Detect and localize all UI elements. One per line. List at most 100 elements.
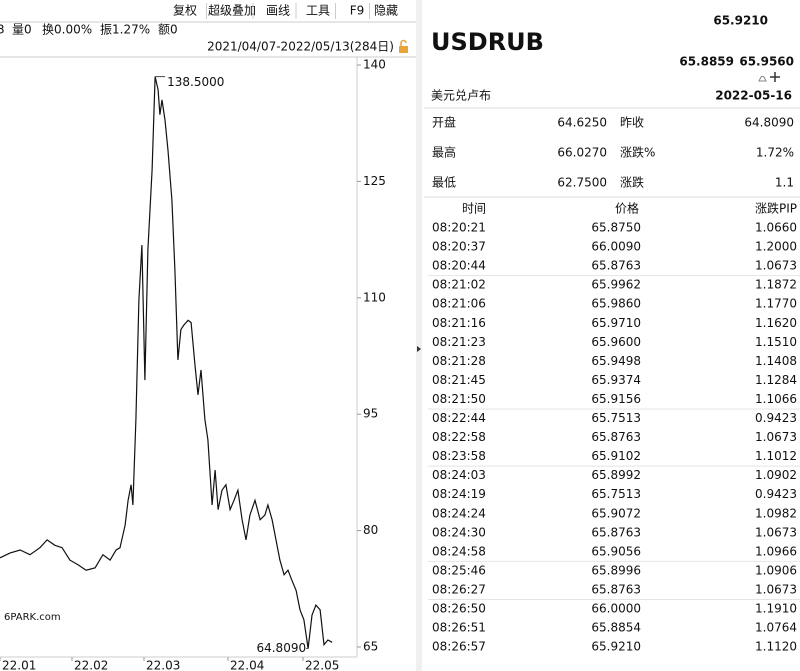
info-item: 3 xyxy=(0,23,5,37)
tick-time: 08:24:19 xyxy=(432,487,486,501)
tick-price: 65.9072 xyxy=(591,506,641,520)
tick-pip: 0.9423 xyxy=(755,487,797,501)
tick-price: 65.8750 xyxy=(591,221,641,235)
tick-time: 08:24:03 xyxy=(432,468,486,482)
watermark: 6PARK.com xyxy=(4,612,61,623)
tick-time: 08:25:46 xyxy=(432,563,486,577)
tick-time: 08:26:50 xyxy=(432,602,486,616)
tick-time: 08:26:51 xyxy=(432,621,486,635)
tick-pip: 1.1284 xyxy=(755,373,797,387)
toolbar-button[interactable]: F9 xyxy=(350,4,365,18)
tick-time: 08:22:44 xyxy=(432,411,486,425)
x-tick-label: 22.01 xyxy=(2,659,36,671)
stat-value: 64.8090 xyxy=(744,116,794,130)
stat-value: 1.1 xyxy=(775,176,794,190)
toolbar-button[interactable]: 画线 xyxy=(266,4,290,18)
tick-pip: 1.1408 xyxy=(755,354,797,368)
stat-label: 昨收 xyxy=(620,116,644,130)
tick-price: 65.8763 xyxy=(591,525,641,539)
tick-price: 65.8763 xyxy=(591,259,641,273)
tick-pip: 1.1872 xyxy=(755,278,797,292)
price-line xyxy=(0,76,333,649)
stat-label: 最高 xyxy=(432,145,456,160)
y-tick-label: 140 xyxy=(363,58,386,72)
symbol: USDRUB xyxy=(431,28,544,56)
tick-pip: 1.0764 xyxy=(755,621,797,635)
tick-time: 08:26:57 xyxy=(432,640,486,654)
quote-date: 2022-05-16 xyxy=(715,89,792,103)
tick-price: 65.8763 xyxy=(591,582,641,596)
tick-time: 08:24:24 xyxy=(432,506,486,520)
x-tick-label: 22.05 xyxy=(305,659,339,671)
tick-price: 65.9102 xyxy=(591,449,641,463)
y-tick-label: 80 xyxy=(363,523,378,537)
annotation: 64.8090 xyxy=(256,641,306,655)
x-tick-label: 22.03 xyxy=(146,659,180,671)
tick-price: 65.9710 xyxy=(591,316,641,330)
ask: 65.9560 xyxy=(739,55,794,69)
alert-icons[interactable] xyxy=(758,72,780,82)
tick-time: 08:23:58 xyxy=(432,449,486,463)
table-header: 价格 xyxy=(615,201,639,216)
tick-price: 65.9600 xyxy=(591,335,641,349)
tick-price: 66.0090 xyxy=(591,240,641,254)
tick-time: 08:21:06 xyxy=(432,297,486,311)
table-header: 涨跌PIP xyxy=(755,201,797,216)
tick-price: 65.9962 xyxy=(591,278,641,292)
tick-pip: 1.1066 xyxy=(755,392,797,406)
x-tick-label: 22.02 xyxy=(74,659,108,671)
tick-time: 08:26:27 xyxy=(432,582,486,596)
tick-price: 65.9056 xyxy=(591,544,641,558)
tick-pip: 1.0902 xyxy=(755,468,797,482)
tick-pip: 1.0673 xyxy=(755,582,797,596)
tick-pip: 1.1012 xyxy=(755,449,797,463)
tick-pip: 1.0660 xyxy=(755,221,797,235)
tick-time: 08:21:02 xyxy=(432,278,486,292)
toolbar-button[interactable]: 隐藏 xyxy=(374,4,398,18)
tick-price: 65.8854 xyxy=(591,621,641,635)
instrument-name: 美元兑卢布 xyxy=(431,88,491,103)
tick-pip: 1.1770 xyxy=(755,297,797,311)
tick-price: 65.9156 xyxy=(591,392,641,406)
toolbar-button[interactable]: 复权 xyxy=(173,4,197,18)
tick-time: 08:21:23 xyxy=(432,335,486,349)
stat-value: 66.0270 xyxy=(557,146,607,160)
tick-pip: 1.1620 xyxy=(755,316,797,330)
stat-label: 开盘 xyxy=(432,115,456,130)
splitter-arrow[interactable] xyxy=(417,346,421,352)
info-item: 换0.00% xyxy=(42,23,92,37)
tick-price: 65.8996 xyxy=(591,563,641,577)
tick-pip: 1.1910 xyxy=(755,602,797,616)
tick-time: 08:22:58 xyxy=(432,430,486,444)
toolbar-button[interactable]: 超级叠加 xyxy=(208,3,256,18)
lock-icon[interactable] xyxy=(399,39,408,54)
info-item: 振1.27% xyxy=(100,23,150,37)
tick-pip: 1.0966 xyxy=(755,544,797,558)
toolbar-button[interactable]: 工具 xyxy=(306,4,330,18)
tick-time: 08:21:45 xyxy=(432,373,486,387)
tick-time: 08:20:44 xyxy=(432,259,486,273)
tick-time: 08:20:37 xyxy=(432,240,486,254)
stat-label: 最低 xyxy=(432,176,456,190)
tick-pip: 0.9423 xyxy=(755,411,797,425)
tick-time: 08:24:58 xyxy=(432,544,486,558)
tick-price: 65.9498 xyxy=(591,354,641,368)
tick-time: 08:24:30 xyxy=(432,525,486,539)
stat-value: 1.72% xyxy=(756,146,794,160)
tick-pip: 1.0673 xyxy=(755,259,797,273)
stat-value: 62.7500 xyxy=(557,176,607,190)
bid: 65.8859 xyxy=(679,55,734,69)
y-tick-label: 95 xyxy=(363,407,378,421)
tick-price: 65.9210 xyxy=(591,640,641,654)
table-header: 时间 xyxy=(462,202,486,216)
splitter[interactable] xyxy=(416,0,422,671)
y-tick-label: 65 xyxy=(363,640,378,654)
tick-price: 65.7513 xyxy=(591,487,641,501)
stat-label: 涨跌 xyxy=(620,175,644,190)
tick-time: 08:20:21 xyxy=(432,221,486,235)
tick-pip: 1.0906 xyxy=(755,563,797,577)
tick-pip: 1.1510 xyxy=(755,335,797,349)
info-item: 额0 xyxy=(158,23,178,37)
info-item: 量0 xyxy=(12,23,32,37)
